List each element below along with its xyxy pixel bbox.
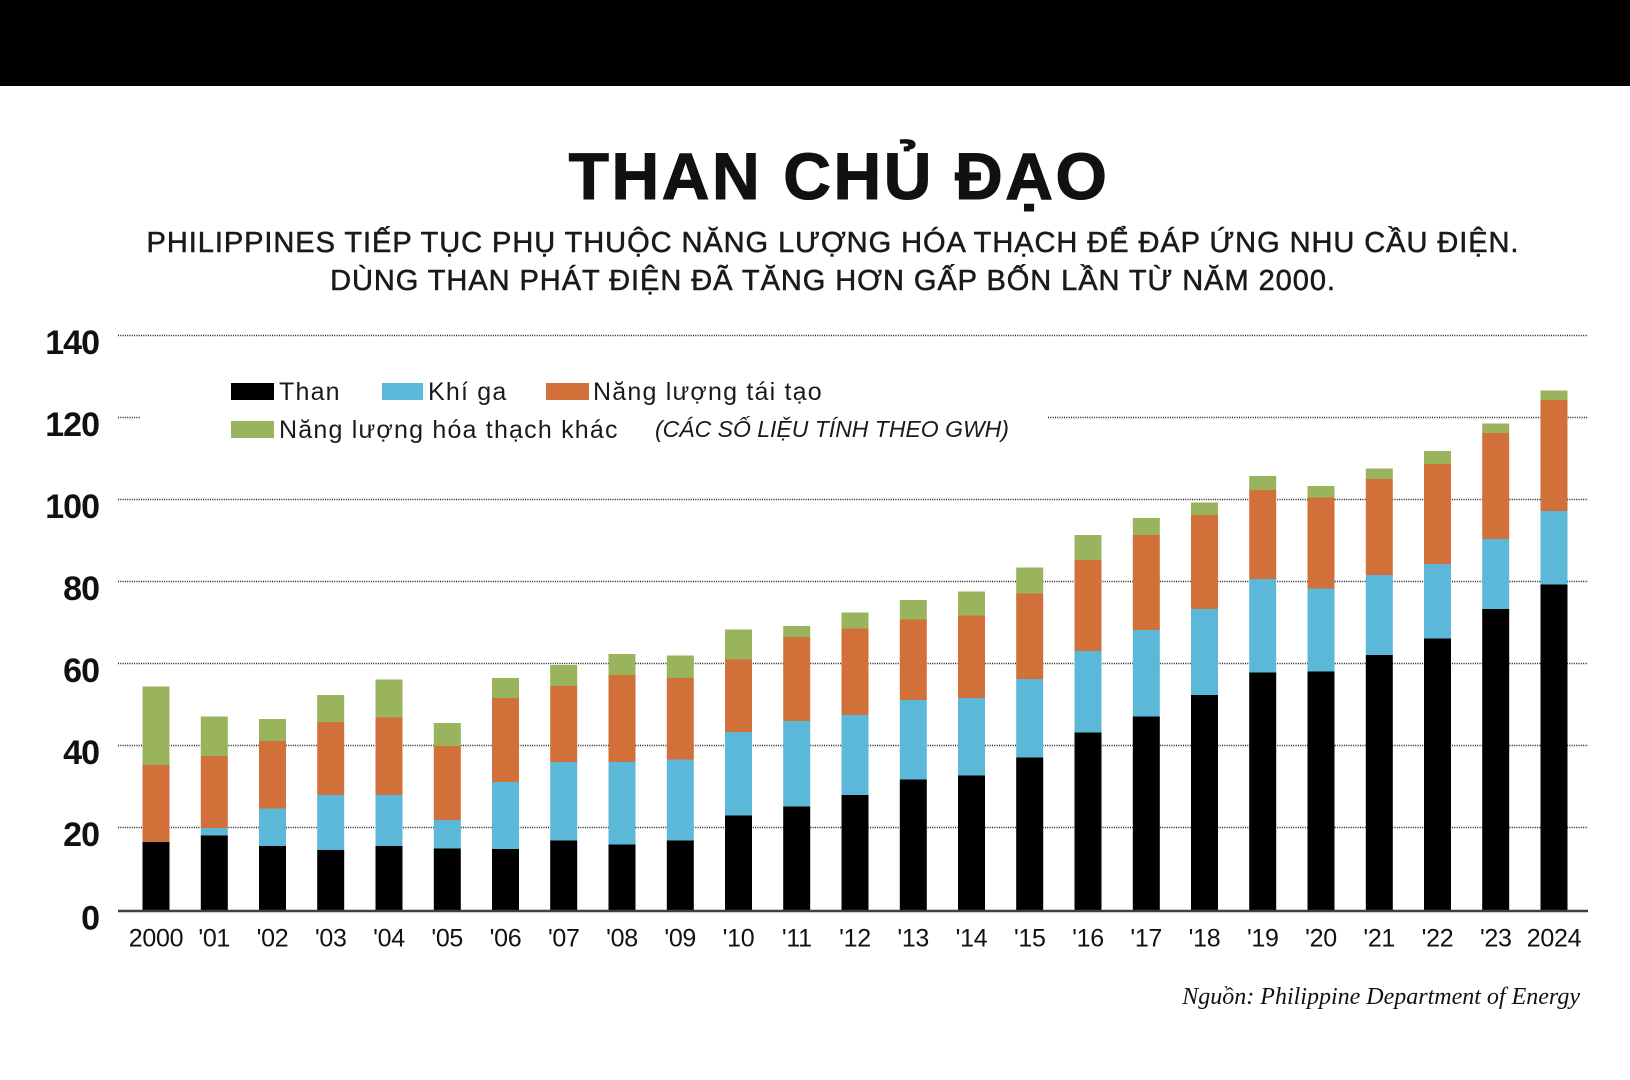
svg-text:'11: '11 [782,925,812,953]
svg-text:'19: '19 [1247,925,1279,953]
svg-text:'05: '05 [431,925,463,953]
svg-text:'07: '07 [548,925,580,953]
svg-text:140: 140 [45,324,99,362]
svg-text:0: 0 [81,900,99,938]
svg-text:'16: '16 [1072,925,1104,953]
svg-text:'09: '09 [664,925,696,953]
svg-text:'23: '23 [1480,925,1512,953]
svg-text:120: 120 [45,406,99,444]
svg-text:100: 100 [45,488,99,526]
svg-text:'20: '20 [1305,925,1337,953]
svg-text:2024: 2024 [1527,925,1582,953]
svg-text:'13: '13 [897,925,929,953]
svg-text:'06: '06 [490,925,522,953]
svg-text:'03: '03 [315,925,347,953]
svg-text:40: 40 [63,734,99,772]
svg-text:'04: '04 [373,925,405,953]
svg-text:'12: '12 [839,925,871,953]
svg-text:'21: '21 [1363,925,1395,953]
svg-text:Khí ga: Khí ga [428,378,507,406]
svg-text:'15: '15 [1014,925,1046,953]
svg-text:'17: '17 [1130,925,1162,953]
svg-text:80: 80 [63,570,99,608]
svg-text:2000: 2000 [129,925,183,953]
svg-text:'08: '08 [606,925,638,953]
svg-text:(CÁC SỐ LIỆU TÍNH THEO GWH): (CÁC SỐ LIỆU TÍNH THEO GWH) [655,415,1009,442]
svg-text:20: 20 [63,816,99,854]
svg-text:Năng lượng hóa thạch khác: Năng lượng hóa thạch khác [279,416,619,444]
svg-text:'18: '18 [1189,925,1221,953]
svg-text:60: 60 [63,652,99,690]
svg-text:'22: '22 [1422,925,1454,953]
svg-text:'14: '14 [956,925,988,953]
svg-text:'02: '02 [257,925,289,953]
svg-text:Than: Than [279,378,341,406]
svg-text:'01: '01 [198,925,230,953]
svg-text:'10: '10 [723,925,755,953]
svg-text:Năng lượng tái tạo: Năng lượng tái tạo [593,378,823,406]
